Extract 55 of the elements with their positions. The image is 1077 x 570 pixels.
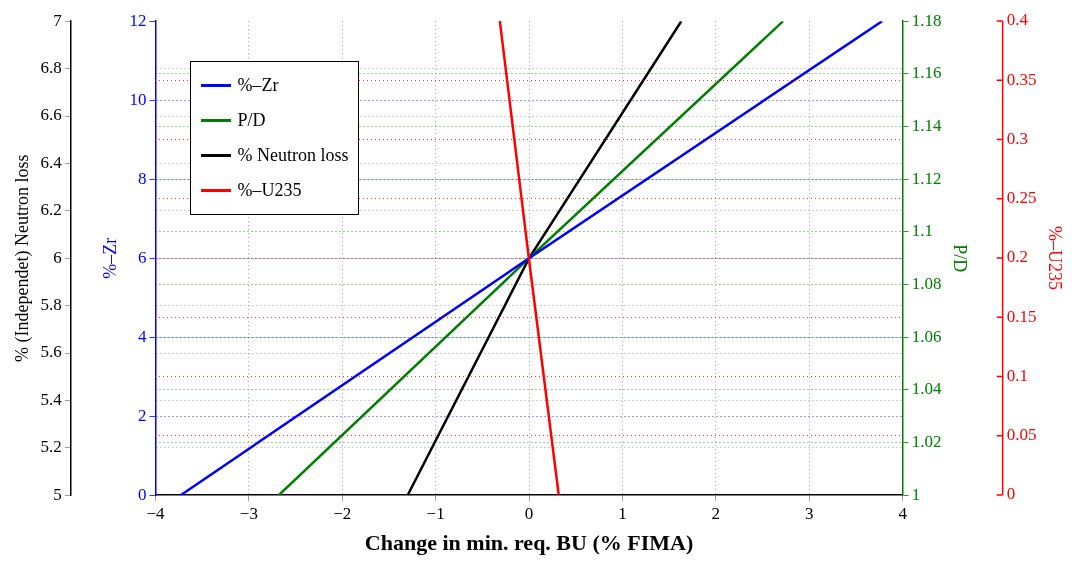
- y-tick-label: 8: [137, 168, 147, 188]
- x-tick-label: −3: [239, 503, 258, 523]
- legend-label: %–U235: [237, 180, 302, 202]
- y2-tick-label: 1.02: [911, 432, 942, 451]
- y3-axis-title: % (Independet) Neutron loss: [11, 154, 33, 362]
- y2-tick-label: 1.12: [911, 168, 942, 188]
- y2-tick-label: 0.05: [1007, 425, 1037, 445]
- y2-axis-title: %–U235: [1045, 226, 1066, 291]
- y2-tick-label: 1.14: [911, 116, 942, 135]
- y2-tick-label: 0.25: [1007, 188, 1037, 208]
- y2-tick-label: 0.15: [1007, 306, 1037, 326]
- x-tick-label: −2: [333, 503, 352, 523]
- y-tick-label: 0: [137, 484, 147, 504]
- x-tick-label: 0: [524, 503, 534, 523]
- y3-tick-label: 6.8: [40, 58, 62, 78]
- y2-axis-title: P/D: [950, 244, 971, 273]
- y3-tick-label: 5.6: [40, 342, 62, 362]
- y3-tick-label: 5.2: [40, 437, 62, 457]
- y-axis-title: %–Zr: [100, 237, 121, 279]
- x-tick-label: −4: [146, 503, 165, 523]
- y2-tick-label: 1.18: [911, 10, 942, 30]
- y2-tick-label: 0.2: [1007, 247, 1029, 267]
- y3-tick-label: 5: [53, 484, 62, 504]
- y2-tick-label: 1.04: [911, 379, 942, 399]
- y-tick-label: 12: [129, 10, 147, 30]
- y2-tick-label: 0.1: [1007, 366, 1029, 386]
- y-tick-label: 4: [137, 326, 147, 346]
- y2-tick-label: 0.4: [1007, 10, 1029, 30]
- y3-tick-label: 5.8: [40, 295, 62, 315]
- y2-tick-label: 1.1: [911, 221, 933, 241]
- y-tick-label: 2: [137, 405, 147, 425]
- y3-tick-label: 6.6: [40, 105, 62, 125]
- x-tick-label: 1: [618, 503, 627, 523]
- y3-tick-label: 7: [53, 10, 63, 30]
- y3-tick-label: 6: [53, 247, 62, 267]
- y2-tick-label: 1: [911, 484, 921, 504]
- y2-tick-label: 0.3: [1007, 129, 1029, 149]
- x-tick-label: 4: [898, 503, 908, 523]
- y2-tick-label: 1.16: [911, 63, 942, 83]
- y2-tick-label: 1.08: [911, 274, 942, 293]
- y2-tick-label: 0: [1007, 484, 1016, 504]
- y3-tick-label: 5.4: [40, 389, 63, 409]
- x-tick-label: −1: [426, 503, 445, 523]
- y-tick-label: 10: [129, 89, 147, 109]
- x-axis-title: Change in min. req. BU (% FIMA): [364, 530, 694, 556]
- legend-label: P/D: [237, 110, 266, 132]
- y3-tick-label: 6.2: [40, 200, 62, 220]
- x-tick-label: 2: [711, 503, 721, 523]
- y2-tick-label: 0.35: [1007, 69, 1037, 89]
- y3-tick-label: 6.4: [40, 152, 63, 172]
- x-tick-label: 3: [805, 503, 814, 523]
- y-tick-label: 6: [137, 247, 147, 267]
- legend-label: %–Zr: [237, 75, 279, 97]
- legend-label: % Neutron loss: [237, 145, 349, 167]
- y2-tick-label: 1.06: [911, 326, 942, 346]
